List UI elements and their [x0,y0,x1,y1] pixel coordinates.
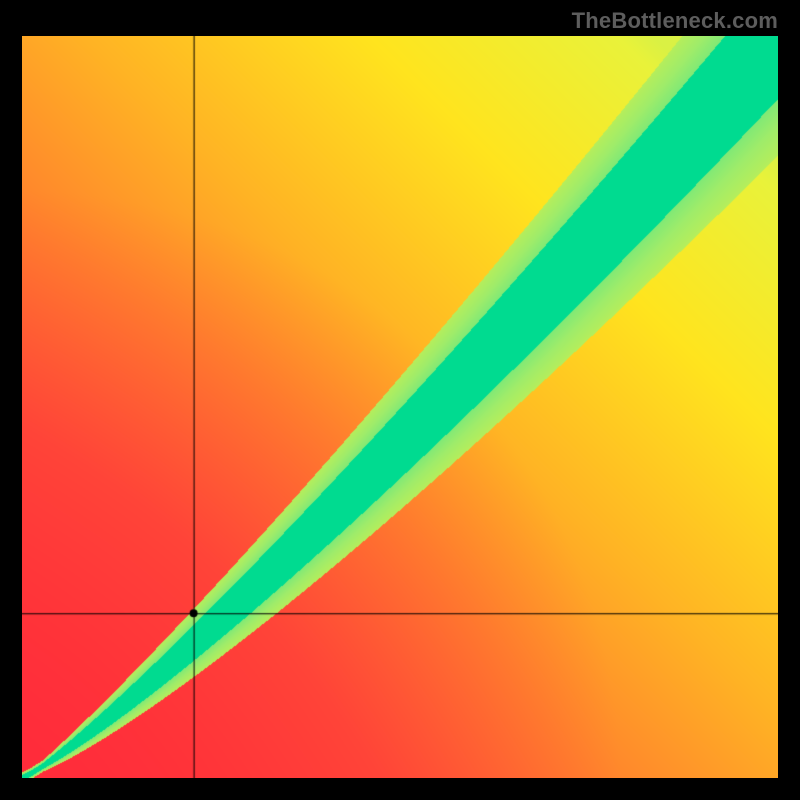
heatmap-canvas [22,36,778,778]
heatmap-plot [22,36,778,778]
watermark-text: TheBottleneck.com [572,8,778,34]
